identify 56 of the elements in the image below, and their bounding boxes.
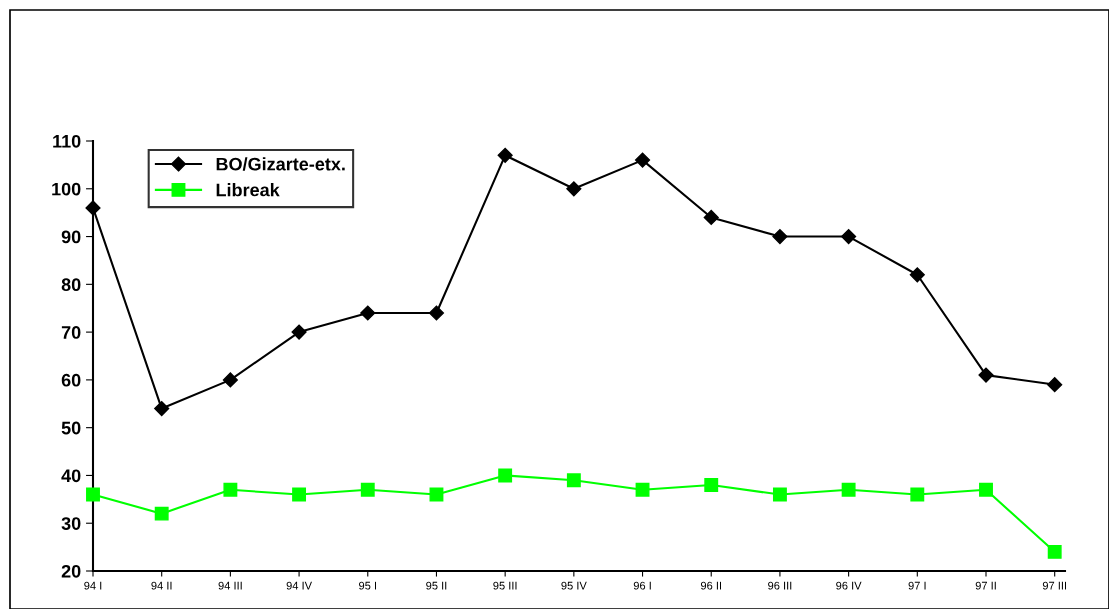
- point: [222, 372, 238, 388]
- point: [634, 152, 651, 168]
- y-tick-label: 30: [61, 517, 81, 530]
- y-tick-label: 90: [61, 230, 81, 244]
- point: [85, 200, 101, 216]
- point: [841, 228, 857, 245]
- y-tick-label: 80: [61, 278, 81, 292]
- point: [1047, 544, 1062, 559]
- point: [154, 400, 170, 417]
- point: [566, 473, 581, 488]
- point: [360, 482, 375, 497]
- x-tick-label: 95 III: [493, 581, 517, 590]
- point: [497, 147, 513, 163]
- point: [566, 181, 582, 197]
- point: [979, 482, 993, 497]
- y-tick-label: 60: [61, 373, 81, 387]
- point: [703, 209, 719, 226]
- x-tick-label: 97 I: [908, 581, 926, 590]
- x-tick-label: 95 IV: [561, 581, 587, 590]
- legend-label: Libreak: [216, 183, 280, 197]
- point: [841, 482, 856, 497]
- x-tick-label: 95 I: [359, 581, 377, 590]
- x-tick-label: 94 I: [84, 581, 102, 590]
- point: [498, 468, 513, 483]
- x-tick-label: 96 I: [633, 581, 651, 590]
- point: [910, 487, 925, 502]
- point: [154, 506, 169, 521]
- x-tick-label: 94 III: [218, 581, 242, 590]
- y-tick-label: 40: [61, 469, 81, 483]
- x-tick-label: 95 II: [426, 581, 447, 590]
- x-tick-label: 96 III: [768, 581, 792, 590]
- y-tick-label: 100: [52, 182, 81, 196]
- point: [360, 305, 376, 321]
- legend-label: BO/Gizarte-etx.: [216, 157, 345, 171]
- point: [704, 478, 719, 492]
- point: [291, 324, 307, 340]
- x-tick-label: 97 II: [975, 581, 996, 590]
- y-tick-label: 50: [61, 421, 81, 435]
- x-tick-label: 94 IV: [286, 581, 312, 590]
- y-tick-label: 70: [61, 326, 81, 339]
- x-tick-label: 96 II: [700, 581, 722, 590]
- point: [978, 367, 994, 383]
- point: [428, 305, 445, 321]
- point: [292, 487, 307, 502]
- point: [635, 482, 650, 497]
- point: [772, 228, 788, 245]
- y-tick-label: 110: [53, 134, 81, 148]
- point: [909, 267, 925, 283]
- point: [772, 487, 787, 502]
- x-tick-label: 96 IV: [836, 581, 862, 590]
- point: [86, 487, 100, 502]
- x-tick-label: 97 III: [1042, 581, 1067, 590]
- point: [1047, 377, 1063, 393]
- y-tick-label: 20: [61, 564, 81, 578]
- x-tick-label: 94 II: [151, 581, 172, 590]
- point: [223, 482, 238, 497]
